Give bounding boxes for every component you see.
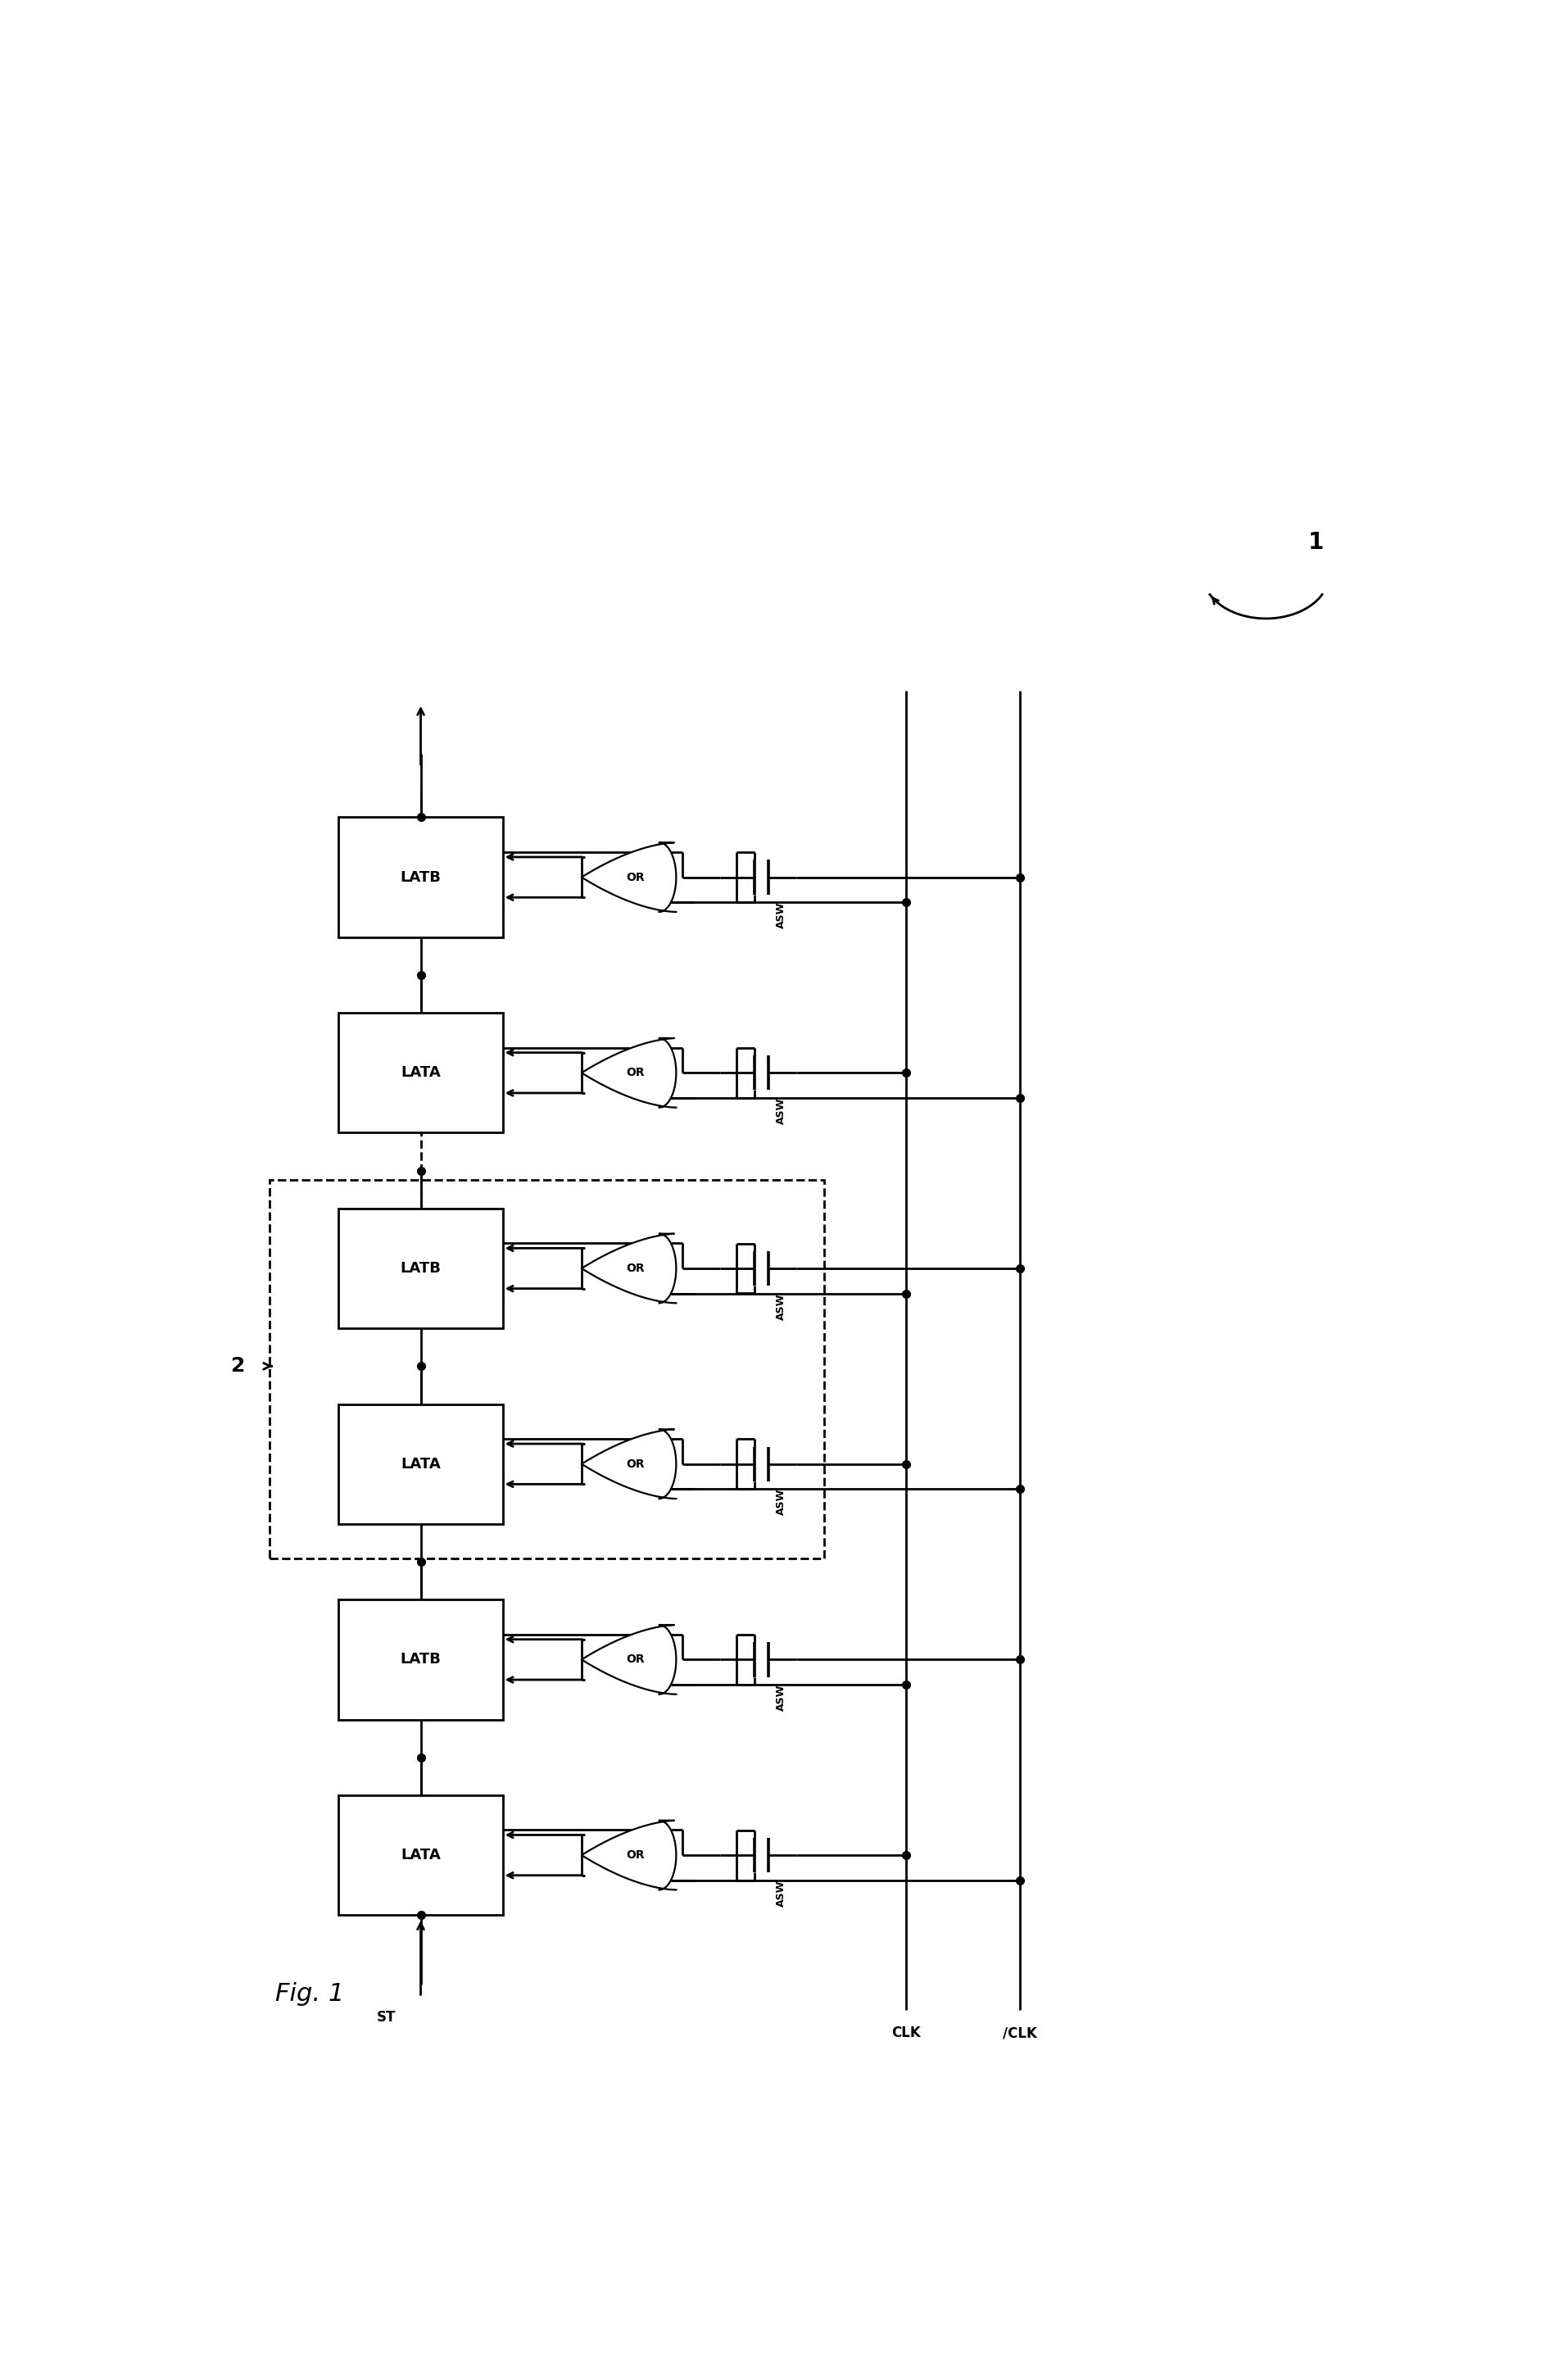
Text: Fig. 1: Fig. 1 [276, 1982, 345, 2006]
Text: LATB: LATB [400, 1262, 441, 1276]
Polygon shape [582, 843, 676, 912]
Polygon shape [582, 1430, 676, 1499]
Text: LATB: LATB [400, 1653, 441, 1667]
Text: ASW: ASW [776, 1293, 787, 1319]
Text: 2: 2 [230, 1357, 245, 1376]
Text: CLK: CLK [892, 2025, 920, 2041]
Polygon shape [582, 1624, 676, 1693]
Text: OR: OR [626, 1262, 644, 1274]
Polygon shape [582, 1821, 676, 1890]
Text: OR: OR [626, 871, 644, 883]
Polygon shape [582, 1037, 676, 1108]
Text: OR: OR [626, 1459, 644, 1471]
Bar [339, 817, 503, 938]
Text: LATA: LATA [401, 1066, 441, 1080]
Text: ASW: ASW [776, 1684, 787, 1712]
Bar [339, 1014, 503, 1132]
Text: LATA: LATA [401, 1456, 441, 1471]
Text: OR: OR [626, 1068, 644, 1077]
Text: /CLK: /CLK [1004, 2025, 1036, 2041]
Bar [339, 1208, 503, 1328]
Bar [270, 1179, 825, 1558]
Text: ASW: ASW [776, 902, 787, 928]
Bar [339, 1404, 503, 1525]
Polygon shape [582, 1234, 676, 1302]
Text: ST: ST [376, 2010, 395, 2025]
Text: OR: OR [626, 1653, 644, 1665]
Bar [339, 1795, 503, 1916]
Text: LATA: LATA [401, 1847, 441, 1864]
Bar [339, 1601, 503, 1719]
Text: ASW: ASW [776, 1880, 787, 1906]
Text: 1: 1 [1309, 530, 1325, 554]
Text: OR: OR [626, 1849, 644, 1861]
Text: LATB: LATB [400, 869, 441, 886]
Text: ASW: ASW [776, 1489, 787, 1516]
Text: ASW: ASW [776, 1099, 787, 1125]
